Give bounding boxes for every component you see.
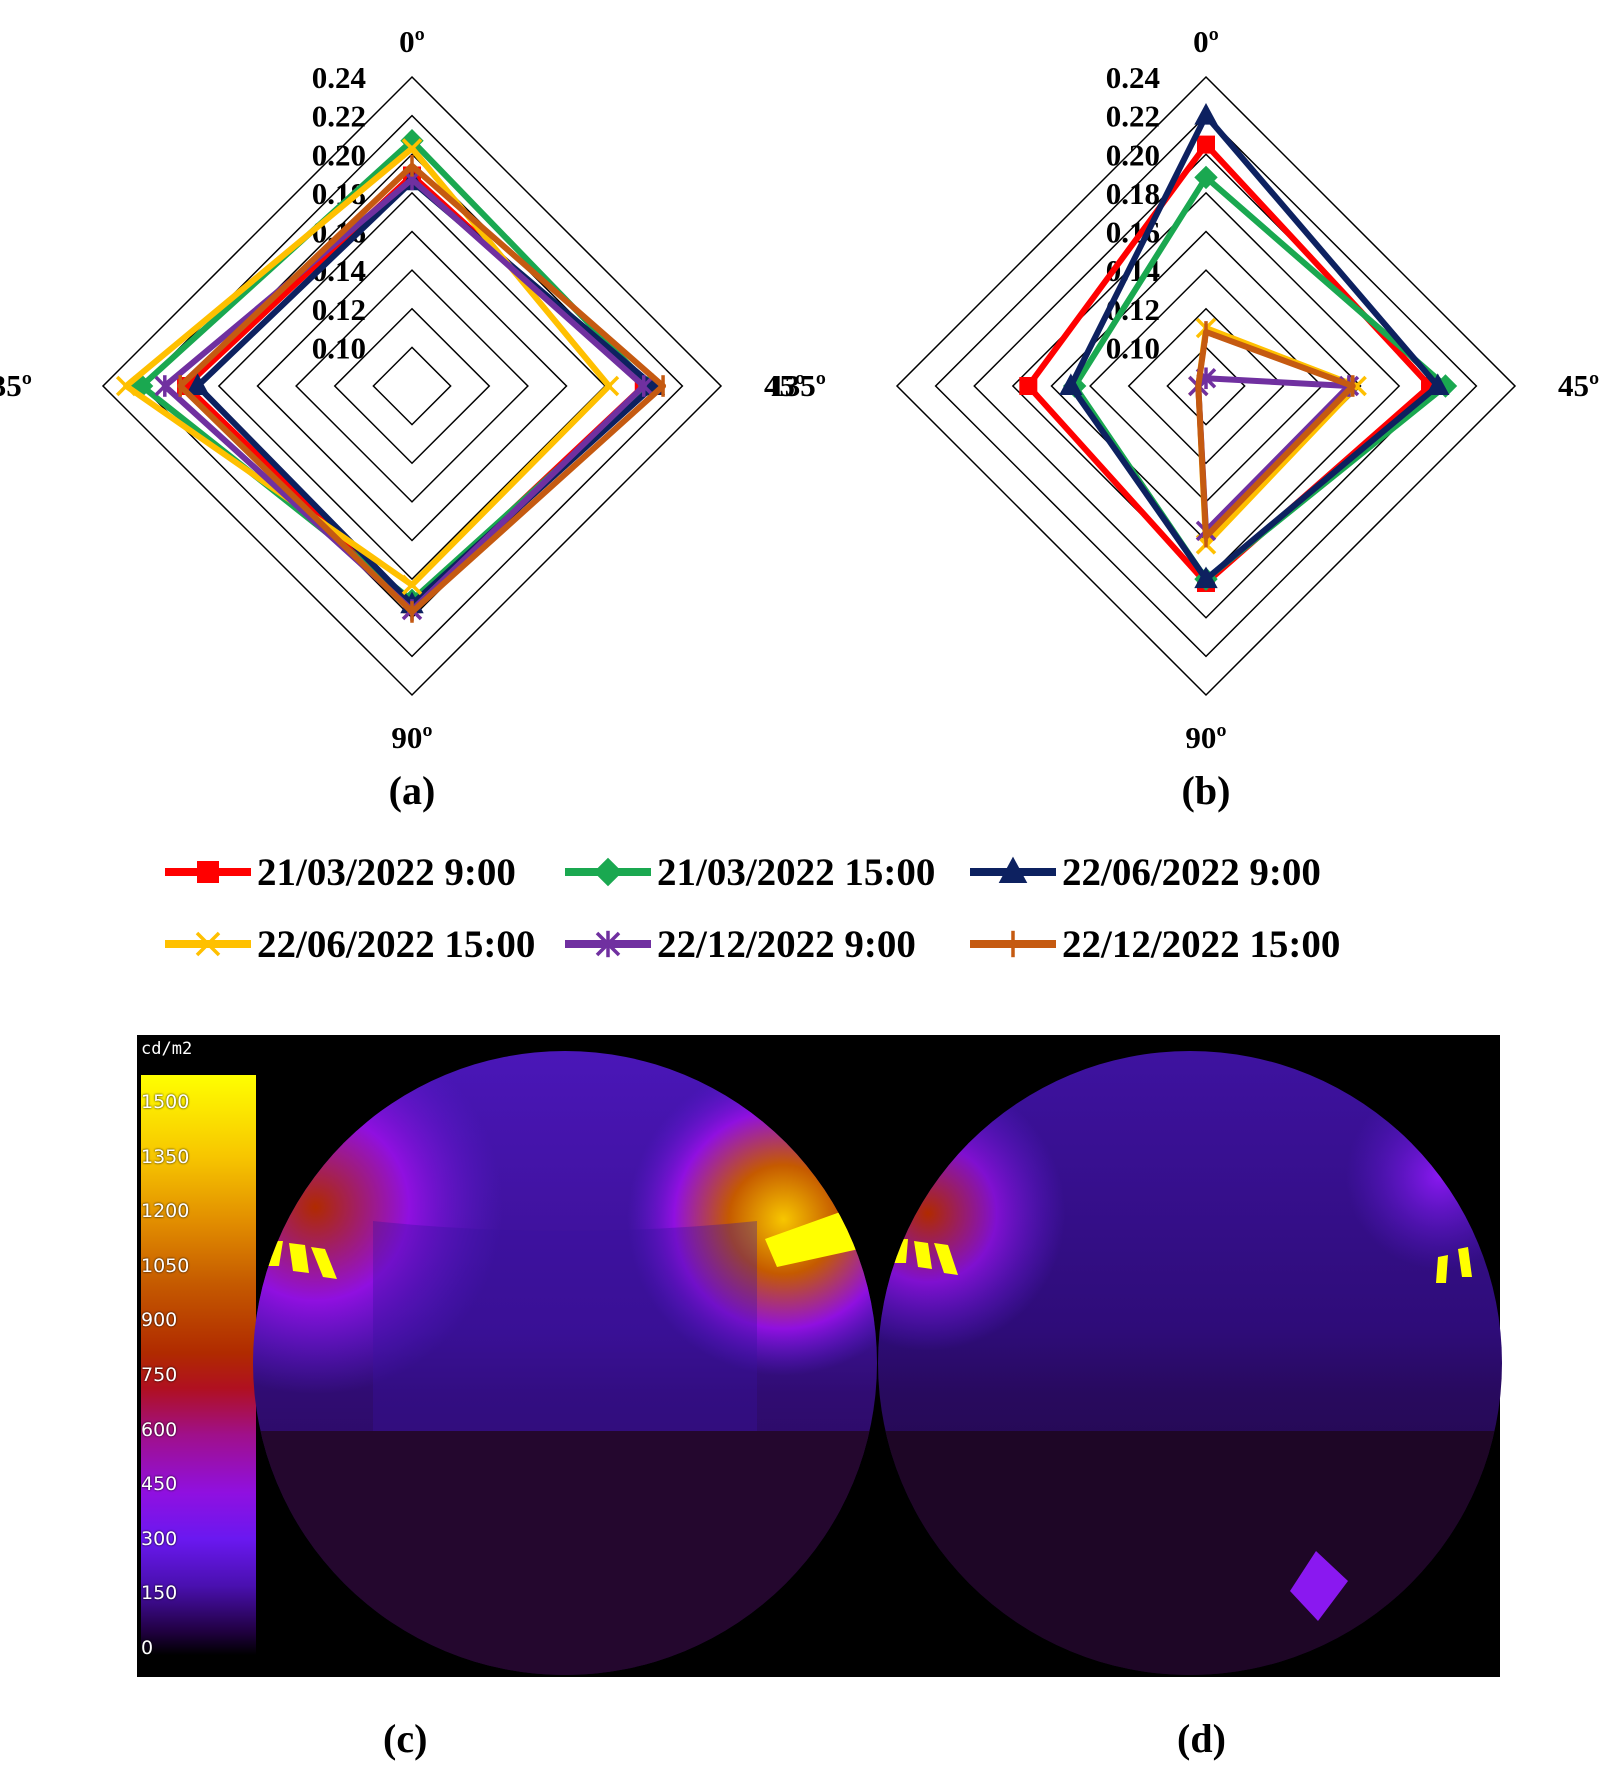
scale-tick-label: 600 <box>141 1418 178 1441</box>
series-line <box>1195 375 1352 534</box>
legend-marker <box>593 857 623 887</box>
tick-label: 0.20 <box>1106 137 1160 172</box>
series-5 <box>1195 321 1356 548</box>
legend-label: 22/12/2022 9:00 <box>657 923 916 966</box>
scale-tick-label: 1050 <box>141 1254 190 1277</box>
radar-chart-a: 0.240.220.200.180.160.140.120.100º45º90º… <box>0 24 805 755</box>
series-5 <box>177 155 667 623</box>
luminance-color-scale <box>141 1075 256 1655</box>
grid-ring <box>1166 346 1246 426</box>
grid-ring <box>372 346 452 426</box>
luminance-render-panel: cd/m2 1500 1350 1200 1050 900 750 600 450 300 150… <box>137 1035 1502 1761</box>
data-point <box>401 574 423 596</box>
legend-label: 22/06/2022 15:00 <box>257 923 535 966</box>
scale-tick-label: 450 <box>141 1473 178 1496</box>
scale-tick-label: 900 <box>141 1309 178 1332</box>
tick-label: 0.24 <box>1106 60 1160 95</box>
data-point <box>598 375 620 397</box>
data-point <box>1194 165 1218 190</box>
data-point <box>1059 373 1083 395</box>
legend-marker <box>998 856 1028 883</box>
legend-label: 21/03/2022 15:00 <box>657 851 935 894</box>
data-point <box>1194 103 1218 125</box>
series-2 <box>185 168 666 614</box>
legend-label: 22/12/2022 15:00 <box>1062 923 1340 966</box>
luminance-unit-label: cd/m2 <box>141 1039 193 1059</box>
fisheye-render-c <box>253 1051 877 1675</box>
tick-label: 0.20 <box>312 137 366 172</box>
data-point <box>154 375 176 397</box>
data-point <box>1194 566 1218 589</box>
scale-tick-label: 300 <box>141 1527 178 1550</box>
data-point <box>1426 373 1450 395</box>
angle-label: 90º <box>1185 720 1226 755</box>
tick-label: 0.22 <box>1106 99 1160 134</box>
angle-label: 0º <box>1193 24 1219 59</box>
tick-label: 0.10 <box>1106 330 1160 365</box>
series-4 <box>154 168 654 621</box>
data-point <box>633 375 654 397</box>
scale-tick-label: 1200 <box>141 1200 190 1223</box>
scale-tick-label: 750 <box>141 1364 178 1386</box>
legend-marker <box>595 930 621 958</box>
series-line <box>161 176 647 614</box>
legend-item: 22/12/2022 9:00 <box>565 923 916 966</box>
grid-ring <box>1127 307 1285 465</box>
grid-ring <box>295 269 529 503</box>
data-point <box>1019 377 1038 395</box>
legend-item: 22/06/2022 9:00 <box>970 851 1321 894</box>
legend-item: 22/12/2022 15:00 <box>970 923 1340 966</box>
scale-tick-label: 1350 <box>141 1145 190 1168</box>
angle-label: 0º <box>399 24 425 59</box>
legend-item: 21/03/2022 15:00 <box>565 851 935 894</box>
data-point <box>129 374 154 398</box>
caption-a: (a) <box>389 768 436 813</box>
data-point <box>400 129 424 153</box>
angle-label: 45º <box>1558 368 1599 403</box>
caption-d: (d) <box>1177 1716 1226 1761</box>
series-2 <box>1059 103 1450 589</box>
legend-item: 22/06/2022 15:00 <box>165 923 535 966</box>
angle-label: 135º <box>769 368 826 403</box>
radar-charts: 0.240.220.200.180.160.140.120.100º45º90º… <box>0 24 1599 966</box>
series-3 <box>115 138 620 596</box>
legend: 21/03/2022 9:00 21/03/2022 15:00 22/06/202… <box>165 851 1340 966</box>
grid-ring <box>179 153 645 619</box>
legend-marker <box>195 931 221 957</box>
grid-ring <box>256 230 568 542</box>
legend-label: 22/06/2022 9:00 <box>1062 851 1321 894</box>
fisheye-render-d <box>878 1051 1502 1675</box>
angle-label: 90º <box>391 720 432 755</box>
angle-label: 135º <box>0 368 32 403</box>
grid-ring <box>934 114 1478 658</box>
scale-tick-label: 1500 <box>141 1091 190 1113</box>
caption-b: (b) <box>1182 768 1231 813</box>
series-line <box>177 162 667 615</box>
data-point <box>1197 135 1215 154</box>
data-point <box>115 375 137 397</box>
radar-chart-b: 0.240.220.200.180.160.140.120.100º45º90º… <box>769 24 1599 755</box>
tick-label: 0.12 <box>312 292 366 327</box>
grid-ring <box>140 114 684 658</box>
scale-tick-label: 0 <box>141 1637 154 1659</box>
angle-label: 45º <box>764 368 805 403</box>
tick-label: 0.18 <box>1106 176 1160 211</box>
grid-ring <box>895 75 1517 697</box>
tick-label: 0.22 <box>312 99 366 134</box>
grid-ring <box>101 75 723 697</box>
data-point <box>185 373 210 395</box>
tick-label: 0.24 <box>312 60 366 95</box>
legend-marker <box>197 861 219 883</box>
grid-ring <box>217 191 607 581</box>
data-point <box>401 138 423 159</box>
tick-label: 0.10 <box>312 330 366 365</box>
caption-c: (c) <box>383 1716 428 1761</box>
grid-ring <box>333 307 491 465</box>
legend-label: 21/03/2022 9:00 <box>257 851 516 894</box>
legend-item: 21/03/2022 9:00 <box>165 851 516 894</box>
scale-tick-label: 150 <box>141 1582 178 1605</box>
